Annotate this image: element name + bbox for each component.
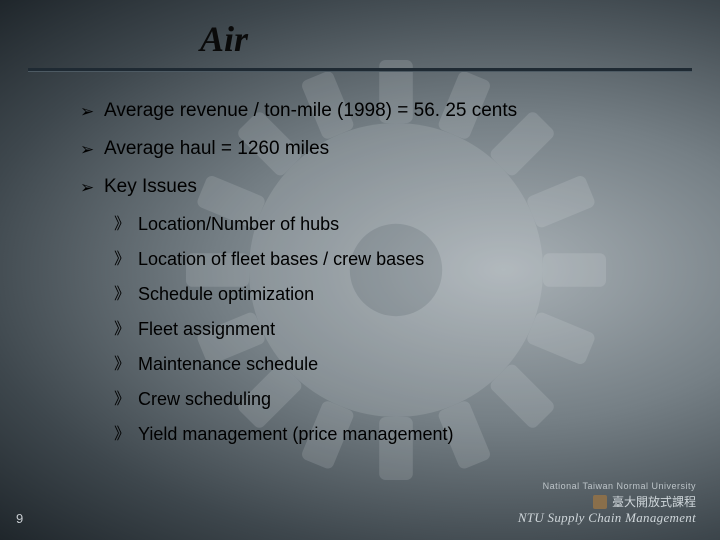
slide-title: Air bbox=[200, 18, 720, 60]
footer-course-zh: 臺大開放式課程 bbox=[612, 493, 696, 510]
angle-bullet-icon: 》 bbox=[114, 319, 138, 341]
bullet-text: Location/Number of hubs bbox=[138, 214, 339, 235]
bullet-level2: 》 Fleet assignment bbox=[114, 319, 660, 341]
chevron-bullet-icon: ➢ bbox=[80, 138, 104, 162]
footer-course-row: 臺大開放式課程 bbox=[518, 493, 696, 510]
content-area: ➢ Average revenue / ton-mile (1998) = 56… bbox=[80, 100, 660, 459]
footer-course-en: NTU Supply Chain Management bbox=[518, 510, 696, 526]
title-container: Air bbox=[0, 18, 720, 60]
footer: National Taiwan Normal University 臺大開放式課… bbox=[518, 481, 696, 526]
bullet-text: Schedule optimization bbox=[138, 284, 314, 305]
bullet-level2: 》 Location/Number of hubs bbox=[114, 214, 660, 236]
bullet-text: Crew scheduling bbox=[138, 389, 271, 410]
bullet-text: Location of fleet bases / crew bases bbox=[138, 249, 424, 270]
bullet-level1: ➢ Average haul = 1260 miles bbox=[80, 138, 660, 162]
bullet-level2: 》 Maintenance schedule bbox=[114, 354, 660, 376]
bullet-level2: 》 Yield management (price management) bbox=[114, 424, 660, 446]
bullet-text: Fleet assignment bbox=[138, 319, 275, 340]
bullet-level2: 》 Crew scheduling bbox=[114, 389, 660, 411]
page-number: 9 bbox=[16, 511, 23, 526]
angle-bullet-icon: 》 bbox=[114, 249, 138, 271]
angle-bullet-icon: 》 bbox=[114, 354, 138, 376]
bullet-level1: ➢ Key Issues bbox=[80, 176, 660, 200]
slide: Air ➢ Average revenue / ton-mile (1998) … bbox=[0, 0, 720, 540]
bullet-text: Maintenance schedule bbox=[138, 354, 318, 375]
angle-bullet-icon: 》 bbox=[114, 284, 138, 306]
bullet-text: Average haul = 1260 miles bbox=[104, 138, 329, 160]
bullet-text: Average revenue / ton-mile (1998) = 56. … bbox=[104, 100, 517, 122]
angle-bullet-icon: 》 bbox=[114, 424, 138, 446]
bullet-text: Key Issues bbox=[104, 176, 197, 198]
angle-bullet-icon: 》 bbox=[114, 214, 138, 236]
footer-university-en: National Taiwan Normal University bbox=[518, 481, 696, 491]
chevron-bullet-icon: ➢ bbox=[80, 100, 104, 124]
bullet-level2: 》 Location of fleet bases / crew bases bbox=[114, 249, 660, 271]
university-logo-icon bbox=[593, 495, 607, 509]
title-underline bbox=[28, 68, 692, 72]
bullet-text: Yield management (price management) bbox=[138, 424, 454, 445]
bullet-level2: 》 Schedule optimization bbox=[114, 284, 660, 306]
chevron-bullet-icon: ➢ bbox=[80, 176, 104, 200]
sub-bullet-group: 》 Location/Number of hubs 》 Location of … bbox=[114, 214, 660, 446]
angle-bullet-icon: 》 bbox=[114, 389, 138, 411]
bullet-level1: ➢ Average revenue / ton-mile (1998) = 56… bbox=[80, 100, 660, 124]
